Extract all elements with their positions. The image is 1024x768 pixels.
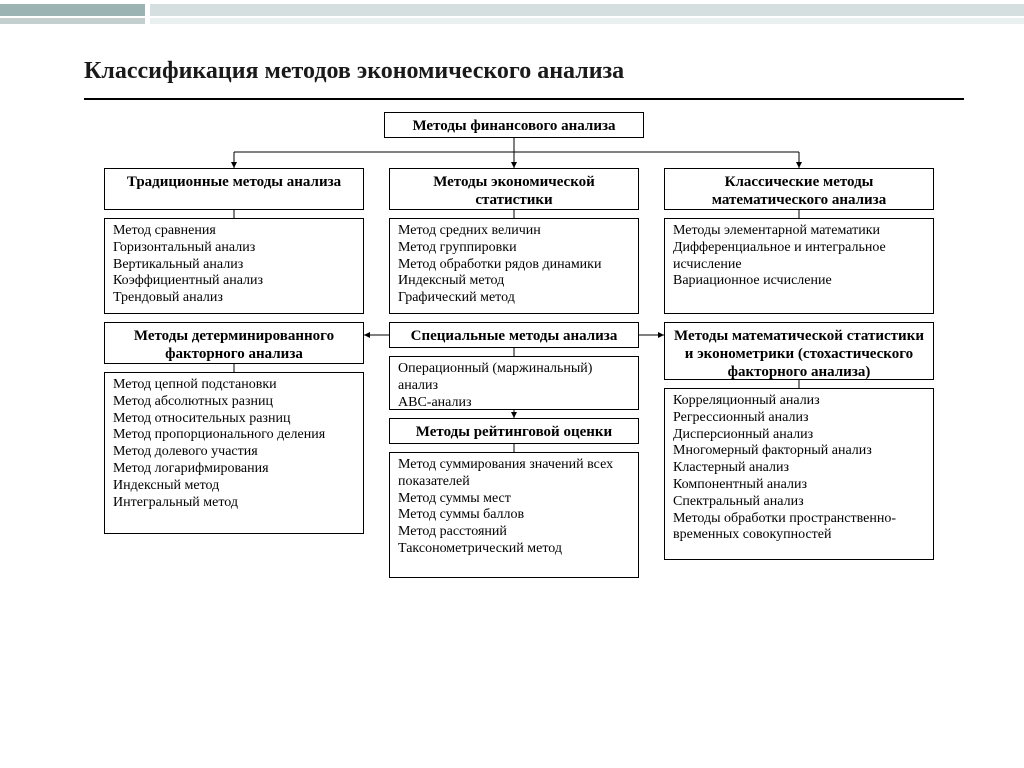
col1-sub-list: Метод цепной подстановкиМетод абсолютных…: [104, 372, 364, 534]
title-underline: [84, 98, 964, 100]
root-box: Методы финансового анализа: [384, 112, 644, 138]
col1-list: Метод сравненияГоризонтальный анализВерт…: [104, 218, 364, 314]
col2-header: Методы экономической статистики: [389, 168, 639, 210]
decorative-topbar: [0, 0, 1024, 28]
col3-sub-header: Методы математической статистики и эконо…: [664, 322, 934, 380]
col2-list: Метод средних величинМетод группировкиМе…: [389, 218, 639, 314]
classification-diagram: Методы финансового анализа Традиционные …: [84, 112, 944, 732]
col2-sub-header: Специальные методы анализа: [389, 322, 639, 348]
col2-third-list: Метод суммирования значений всех показат…: [389, 452, 639, 578]
col1-sub-header: Методы детерминированного факторного ана…: [104, 322, 364, 364]
col2-sub-list: Операционный (маржинальный) анализABC-ан…: [389, 356, 639, 410]
page-title: Классификация методов экономического ана…: [84, 58, 624, 85]
col3-sub-list: Корреляционный анализРегрессионный анали…: [664, 388, 934, 560]
col1-header: Традиционные методы анализа: [104, 168, 364, 210]
col3-list: Методы элементарной математикиДифференци…: [664, 218, 934, 314]
col2-third-header: Методы рейтинговой оценки: [389, 418, 639, 444]
col3-header: Классические методы математического анал…: [664, 168, 934, 210]
